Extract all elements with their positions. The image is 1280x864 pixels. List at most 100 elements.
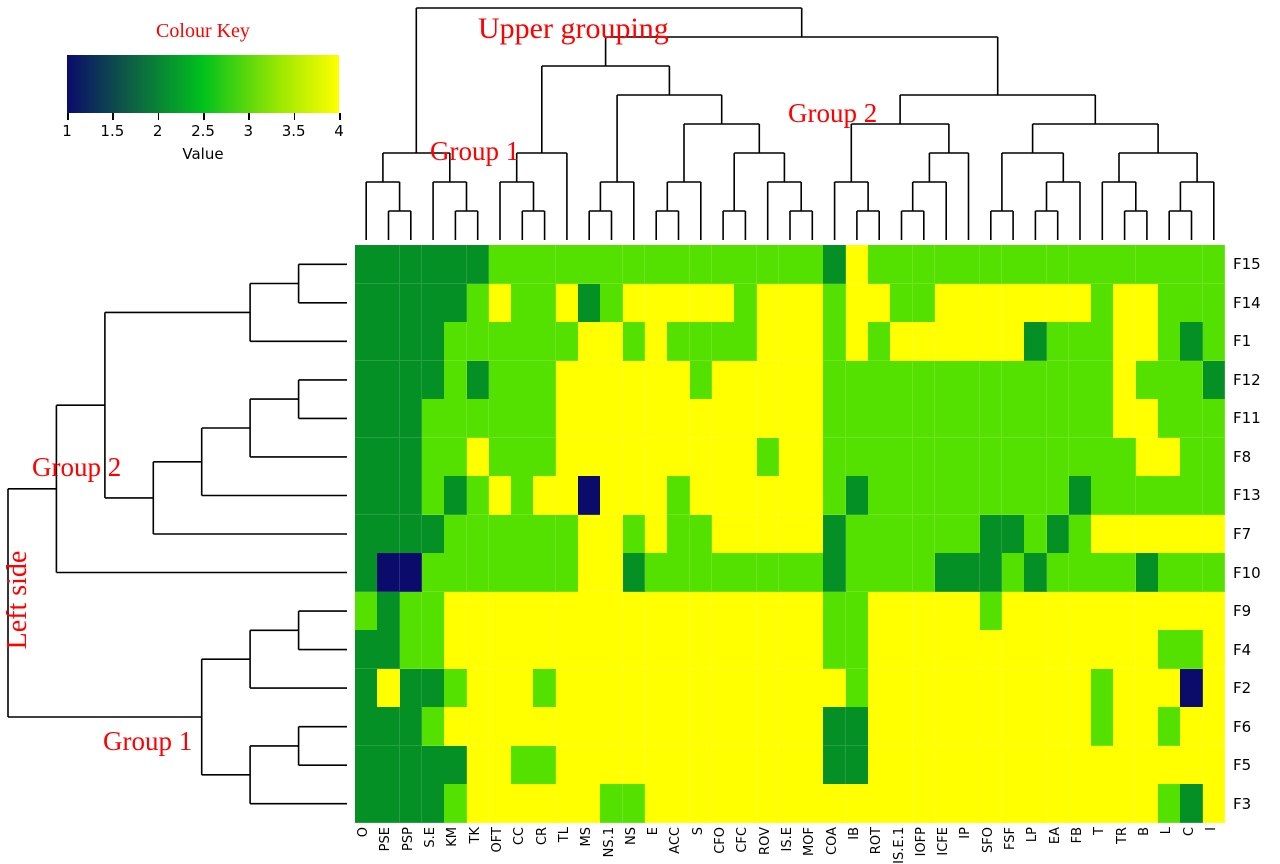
heatmap-cell <box>1068 476 1092 516</box>
heatmap-cell <box>622 283 646 323</box>
heatmap-cell <box>399 283 423 323</box>
color-key-tick-label: 3 <box>243 122 254 140</box>
heatmap-cell <box>734 591 758 631</box>
column-label: B <box>1136 827 1152 836</box>
heatmap-cell <box>801 437 824 477</box>
heatmap-cell <box>667 514 691 554</box>
heatmap-cell <box>823 630 847 670</box>
heatmap-cell <box>979 283 1003 323</box>
heatmap-cell <box>667 668 691 708</box>
heatmap-cell <box>355 784 378 824</box>
heatmap-cell <box>1202 437 1226 477</box>
heatmap-cell <box>801 322 824 362</box>
heatmap-cell <box>1135 283 1159 323</box>
heatmap-cell <box>957 476 981 516</box>
heatmap-cell <box>1001 283 1025 323</box>
heatmap-cell <box>912 360 936 400</box>
heatmap-cell <box>845 745 869 785</box>
heatmap-cell <box>1202 360 1226 400</box>
heatmap-cell <box>421 245 445 285</box>
row-label: F12 <box>1233 370 1261 389</box>
heatmap-cell <box>778 553 802 593</box>
heatmap-cell <box>399 322 423 362</box>
heatmap-cell <box>444 245 468 285</box>
heatmap-cell <box>1046 245 1070 285</box>
heatmap-cell <box>622 553 646 593</box>
column-label: ROV <box>757 827 773 855</box>
heatmap-cell <box>1046 476 1070 516</box>
heatmap-cell <box>1024 630 1048 670</box>
heatmap-cell <box>912 283 936 323</box>
heatmap-cell <box>578 591 601 631</box>
heatmap-cell <box>1068 630 1092 670</box>
heatmap-cell <box>756 283 780 323</box>
heatmap-cell <box>912 707 936 747</box>
heatmap-cell <box>845 283 869 323</box>
heatmap-cell <box>756 322 780 362</box>
heatmap-cell <box>399 668 423 708</box>
heatmap-cell <box>645 322 668 362</box>
heatmap-cell <box>845 360 869 400</box>
heatmap-cell <box>957 399 981 439</box>
heatmap-cell <box>466 707 490 747</box>
heatmap-cell <box>1046 322 1070 362</box>
heatmap-cell <box>935 283 958 323</box>
heatmap-cell <box>1180 630 1204 670</box>
heatmap-cell <box>1113 784 1137 824</box>
heatmap-cell <box>533 553 557 593</box>
heatmap-cell <box>1158 630 1181 670</box>
heatmap-cell <box>912 322 936 362</box>
heatmap-cell <box>912 476 936 516</box>
heatmap-cell <box>355 707 378 747</box>
heatmap-cell <box>645 707 668 747</box>
color-key-tick-label: 1 <box>62 122 72 140</box>
heatmap-cell <box>466 745 490 785</box>
heatmap-cell <box>1001 745 1025 785</box>
heatmap-cell <box>578 437 601 477</box>
heatmap-cell <box>511 784 534 824</box>
heatmap-cell <box>845 399 869 439</box>
heatmap-cell <box>1180 283 1204 323</box>
heatmap-cell <box>399 591 423 631</box>
heatmap-cell <box>555 630 579 670</box>
heatmap-cell <box>667 745 691 785</box>
heatmap-cell <box>667 707 691 747</box>
heatmap-cell <box>823 437 847 477</box>
heatmap-cell <box>890 668 914 708</box>
heatmap-cell <box>1091 553 1114 593</box>
heatmap-cell <box>957 553 981 593</box>
heatmap-cell <box>355 591 378 631</box>
heatmap-cell <box>466 668 490 708</box>
heatmap-cell <box>868 630 891 670</box>
heatmap-cell <box>1158 784 1181 824</box>
color-key-tick <box>112 113 114 120</box>
heatmap-cell <box>1024 322 1048 362</box>
heatmap-cell <box>711 476 735 516</box>
heatmap-cell <box>511 322 534 362</box>
heatmap-cell <box>488 784 512 824</box>
heatmap-cell <box>1202 591 1226 631</box>
heatmap-cell <box>1135 360 1159 400</box>
heatmap-cell <box>912 553 936 593</box>
heatmap-cell <box>667 591 691 631</box>
column-label: C <box>1181 827 1197 837</box>
heatmap-cell <box>689 399 713 439</box>
heatmap-cell <box>1068 360 1092 400</box>
heatmap-cell <box>1202 784 1226 824</box>
heatmap-cell <box>1113 591 1137 631</box>
heatmap-cell <box>1180 322 1204 362</box>
heatmap-cell <box>734 514 758 554</box>
column-label: SFO <box>980 827 996 853</box>
heatmap-cell <box>1135 745 1159 785</box>
row-label: F3 <box>1233 794 1252 813</box>
column-label: LP <box>1025 827 1041 843</box>
heatmap-cell <box>756 553 780 593</box>
heatmap-cell <box>1158 591 1181 631</box>
heatmap-cell <box>421 283 445 323</box>
heatmap-cell <box>355 668 378 708</box>
heatmap-cell <box>979 476 1003 516</box>
heatmap-cell <box>1046 745 1070 785</box>
heatmap-cell <box>466 591 490 631</box>
heatmap-cell <box>622 745 646 785</box>
heatmap-cell <box>555 707 579 747</box>
